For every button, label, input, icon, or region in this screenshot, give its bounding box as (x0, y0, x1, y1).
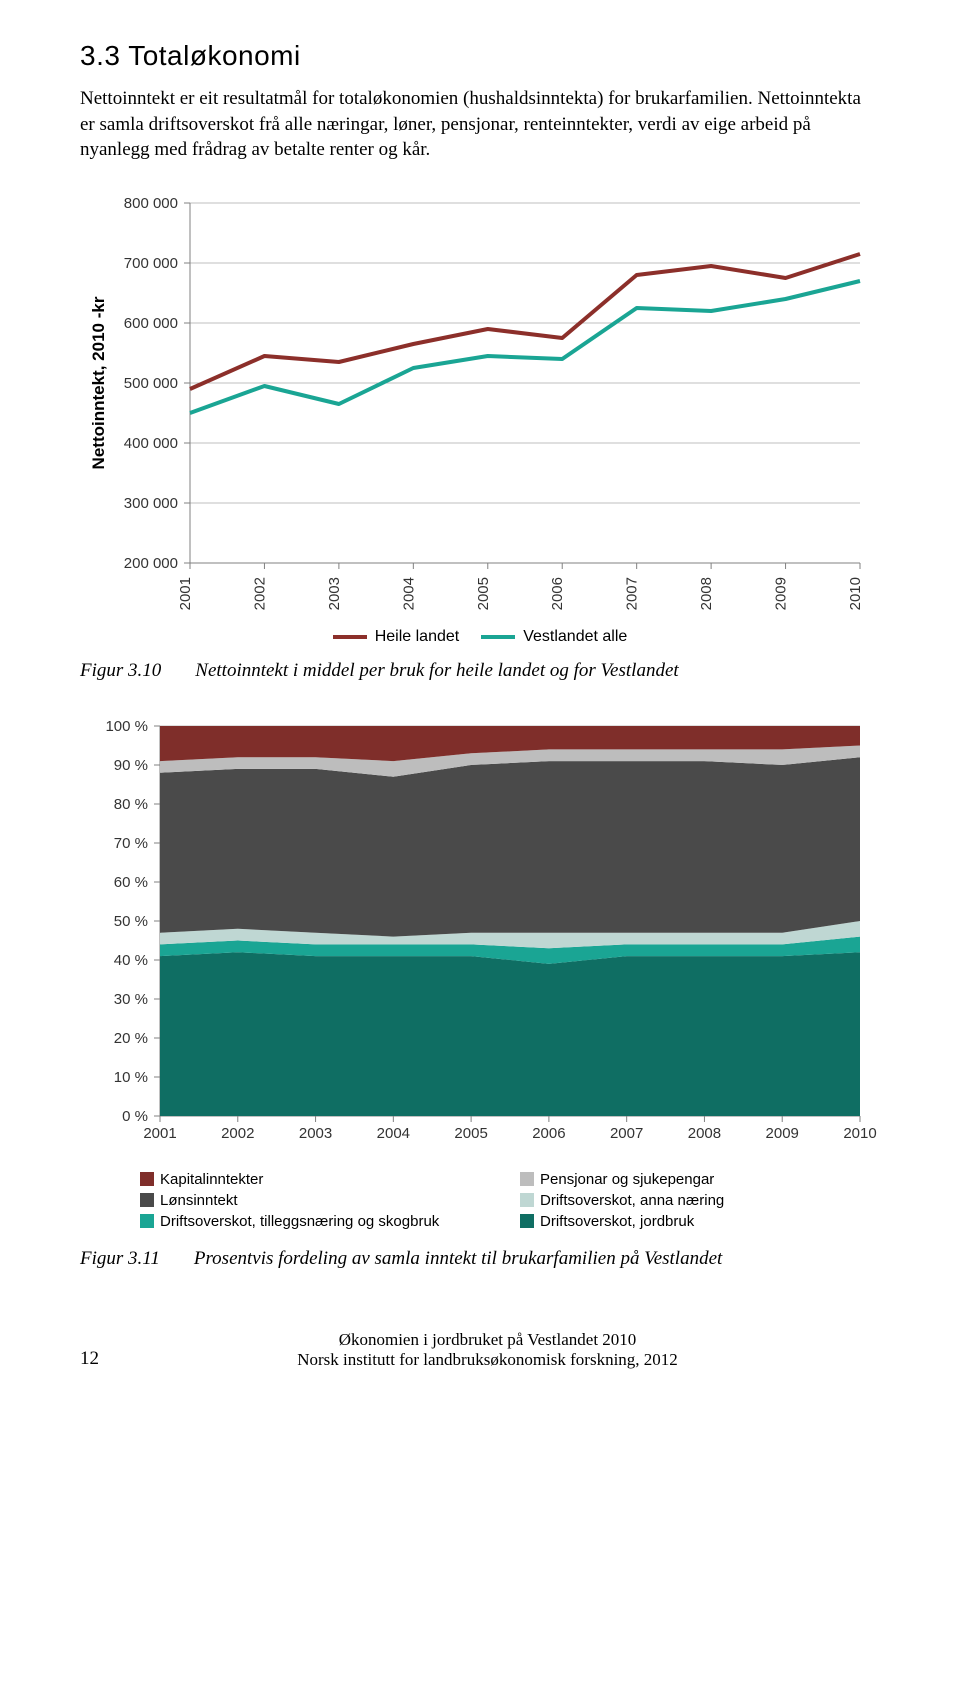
intro-paragraph: Nettoinntekt er eit resultatmål for tota… (80, 86, 880, 163)
svg-text:70 %: 70 % (114, 835, 148, 852)
svg-text:800 000: 800 000 (124, 195, 178, 212)
legend-label: Vestlandet alle (523, 628, 627, 646)
svg-text:90 %: 90 % (114, 757, 148, 774)
svg-text:20 %: 20 % (114, 1030, 148, 1047)
svg-text:2002: 2002 (221, 1125, 254, 1142)
footer-text: Økonomien i jordbruket på Vestlandet 201… (95, 1330, 880, 1370)
legend-item: Driftsoverskot, tilleggsnæring og skogbr… (140, 1213, 520, 1230)
legend-item: Vestlandet alle (481, 628, 627, 646)
svg-text:2006: 2006 (532, 1125, 565, 1142)
svg-text:700 000: 700 000 (124, 255, 178, 272)
svg-text:2003: 2003 (326, 577, 343, 610)
line-chart-legend: Heile landet Vestlandet alle (80, 628, 880, 646)
svg-text:200 000: 200 000 (124, 555, 178, 572)
legend-swatch (140, 1193, 154, 1207)
svg-text:2005: 2005 (454, 1125, 487, 1142)
legend-swatch (140, 1214, 154, 1228)
legend-swatch (333, 635, 367, 639)
svg-text:2009: 2009 (773, 577, 790, 610)
svg-text:2002: 2002 (251, 577, 268, 610)
svg-text:500 000: 500 000 (124, 375, 178, 392)
legend-label: Kapitalinntekter (160, 1171, 263, 1188)
legend-item: Lønsinntekt (140, 1192, 520, 1209)
line-chart-svg: 200 000 300 000 400 000 500 000 600 000 700 0… (80, 193, 880, 613)
svg-text:2006: 2006 (549, 577, 566, 610)
svg-text:Nettoinntekt, 2010 -kr: Nettoinntekt, 2010 -kr (89, 296, 108, 469)
svg-text:2004: 2004 (377, 1125, 410, 1142)
svg-text:2005: 2005 (475, 577, 492, 610)
svg-text:600 000: 600 000 (124, 315, 178, 332)
svg-text:10 %: 10 % (114, 1069, 148, 1086)
legend-label: Driftsoverskot, tilleggsnæring og skogbr… (160, 1213, 439, 1230)
figure-3-10-caption: Figur 3.10 Nettoinntekt i middel per bru… (80, 660, 880, 682)
line-chart: 200 000 300 000 400 000 500 000 600 000 700 0… (80, 193, 880, 618)
legend-label: Lønsinntekt (160, 1192, 238, 1209)
svg-text:2001: 2001 (177, 577, 194, 610)
svg-text:2010: 2010 (847, 577, 864, 610)
svg-text:0 %: 0 % (122, 1108, 148, 1125)
area-chart-svg: 0 % 10 % 20 % 30 % 40 % 50 % 60 % 70 % 80 % 90 % 1… (80, 716, 880, 1156)
svg-text:300 000: 300 000 (124, 495, 178, 512)
svg-text:2009: 2009 (766, 1125, 799, 1142)
legend-item: Heile landet (333, 628, 460, 646)
area-chart-legend: Kapitalinntekter Pensjonar og sjukepengar… (140, 1171, 900, 1234)
legend-item: Pensjonar og sjukepengar (520, 1171, 900, 1188)
svg-text:2008: 2008 (698, 577, 715, 610)
legend-label: Heile landet (375, 628, 460, 646)
svg-text:2007: 2007 (624, 577, 641, 610)
legend-swatch (520, 1193, 534, 1207)
figure-3-11-caption: Figur 3.11 Prosentvis fordeling av samla… (80, 1248, 880, 1270)
footer-line-1: Økonomien i jordbruket på Vestlandet 201… (95, 1330, 880, 1350)
svg-text:400 000: 400 000 (124, 435, 178, 452)
section-heading: 3.3 Totaløkonomi (80, 40, 880, 72)
svg-text:80 %: 80 % (114, 796, 148, 813)
svg-text:2003: 2003 (299, 1125, 332, 1142)
legend-item: Kapitalinntekter (140, 1171, 520, 1188)
page-footer: 12 Økonomien i jordbruket på Vestlandet … (80, 1330, 880, 1370)
svg-text:2010: 2010 (843, 1125, 876, 1142)
legend-label: Driftsoverskot, jordbruk (540, 1213, 694, 1230)
legend-swatch (520, 1214, 534, 1228)
figure-label: Figur 3.10 (80, 660, 161, 682)
svg-text:60 %: 60 % (114, 874, 148, 891)
legend-swatch (520, 1172, 534, 1186)
legend-label: Pensjonar og sjukepengar (540, 1171, 714, 1188)
legend-item: Driftsoverskot, anna næring (520, 1192, 900, 1209)
area-chart: 0 % 10 % 20 % 30 % 40 % 50 % 60 % 70 % 80 % 90 % 1… (80, 716, 880, 1161)
svg-text:50 %: 50 % (114, 913, 148, 930)
legend-swatch (481, 635, 515, 639)
figure-text: Nettoinntekt i middel per bruk for heile… (195, 660, 678, 682)
figure-label: Figur 3.11 (80, 1248, 160, 1270)
svg-text:2008: 2008 (688, 1125, 721, 1142)
svg-text:2001: 2001 (143, 1125, 176, 1142)
svg-text:2007: 2007 (610, 1125, 643, 1142)
svg-text:30 %: 30 % (114, 991, 148, 1008)
legend-swatch (140, 1172, 154, 1186)
svg-text:40 %: 40 % (114, 952, 148, 969)
legend-label: Driftsoverskot, anna næring (540, 1192, 724, 1209)
svg-text:100 %: 100 % (105, 718, 148, 735)
footer-line-2: Norsk institutt for landbruksøkonomisk f… (95, 1350, 880, 1370)
legend-item: Driftsoverskot, jordbruk (520, 1213, 900, 1230)
figure-text: Prosentvis fordeling av samla inntekt ti… (194, 1248, 722, 1270)
svg-text:2004: 2004 (400, 577, 417, 610)
